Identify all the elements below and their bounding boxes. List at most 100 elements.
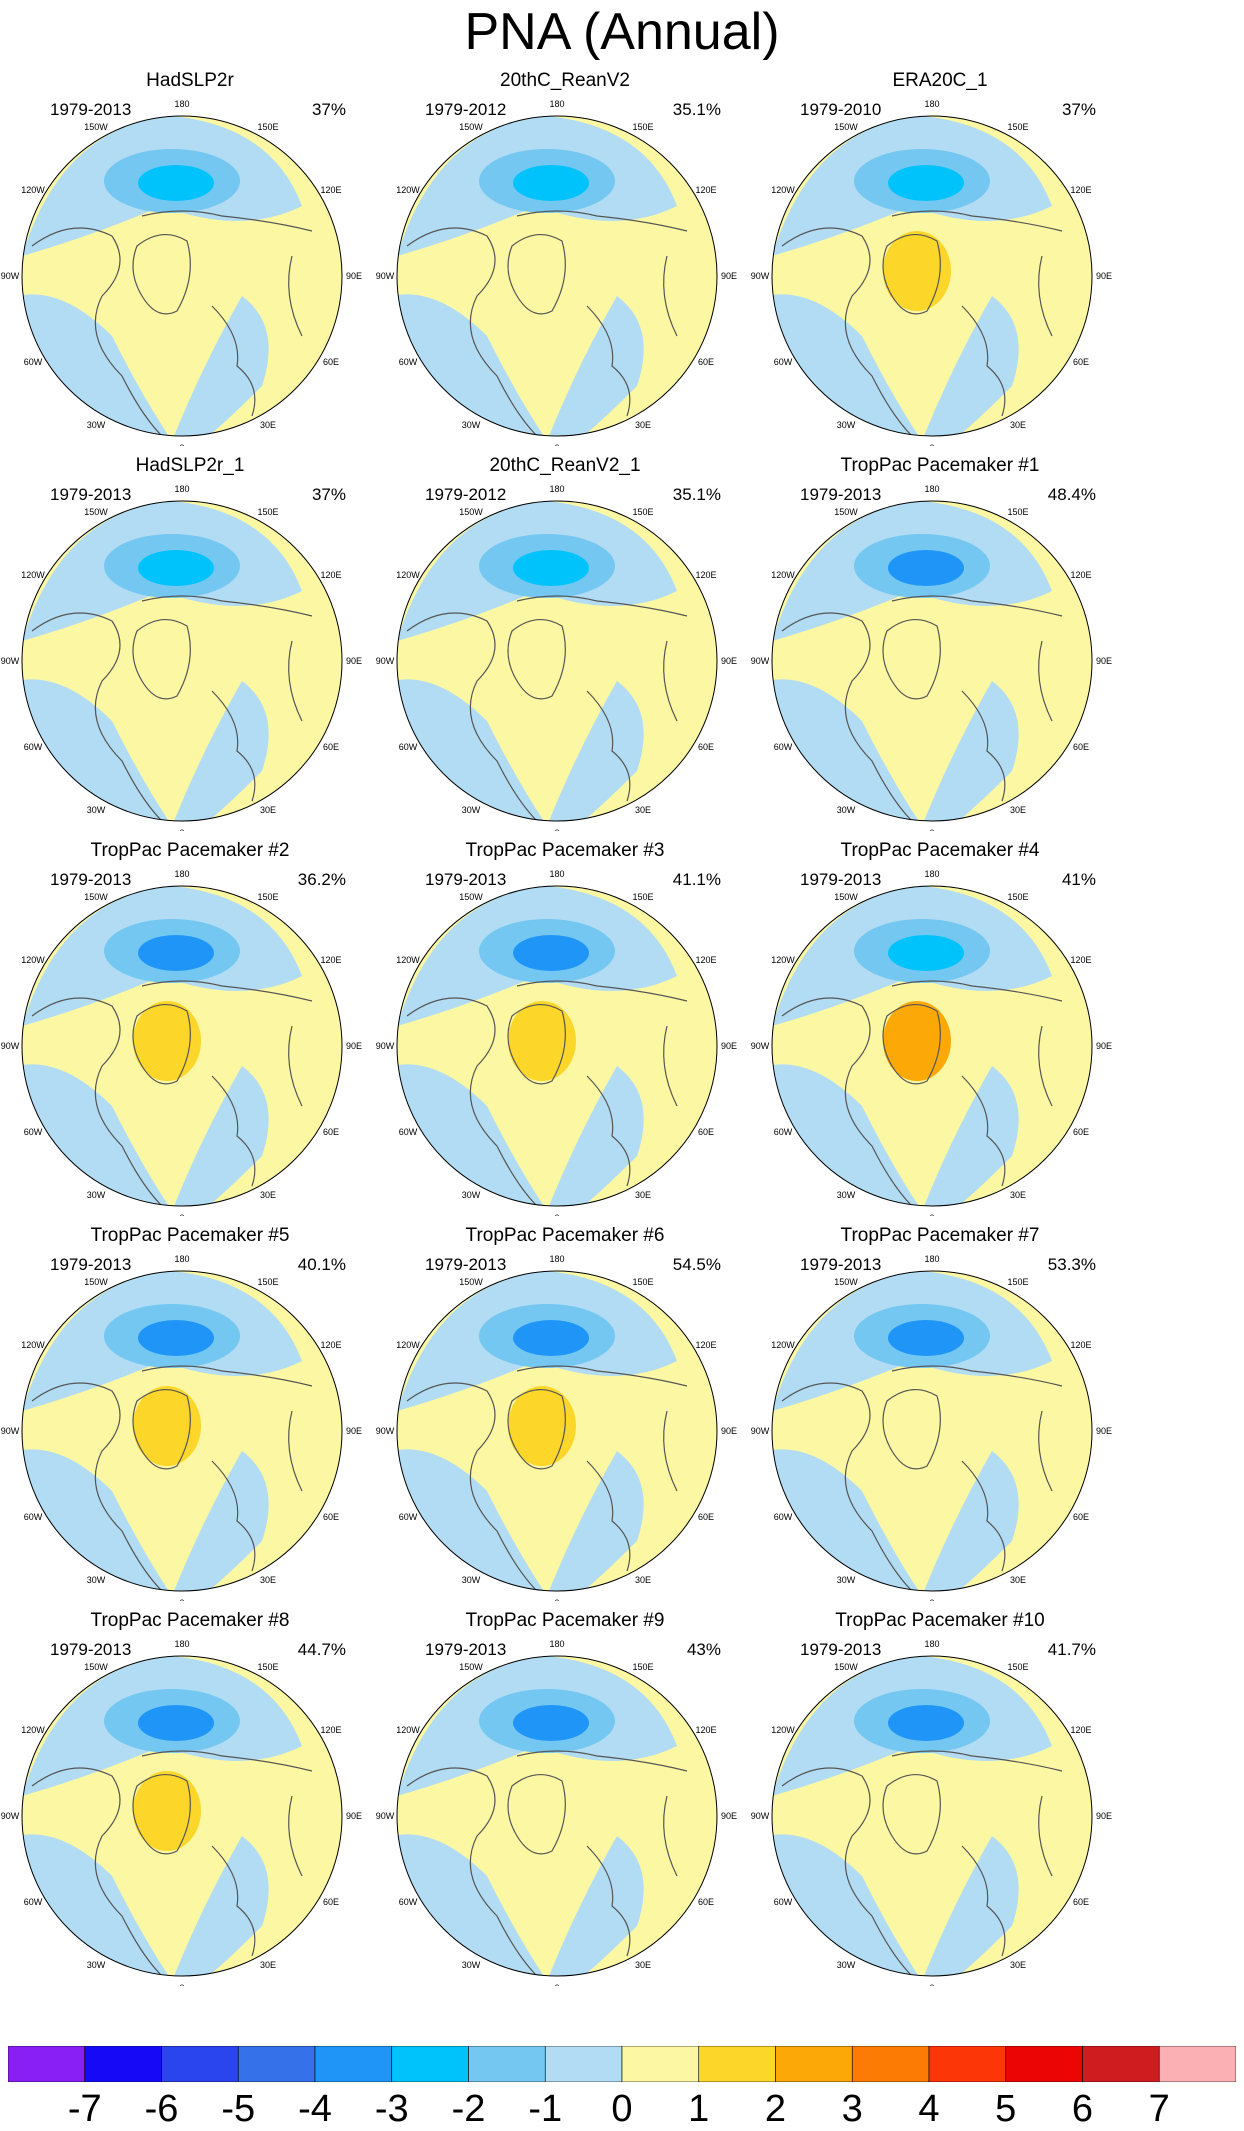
map-outline (771, 1270, 1093, 1592)
coastlines (781, 595, 1063, 821)
longitude-label: 180 (549, 99, 564, 109)
longitude-label: 150E (632, 1277, 653, 1287)
longitude-label: 120E (1070, 185, 1091, 195)
polar-map: 180 150E 120E 90E 60E 30E 0 30W 60W 90W 120W 150W (751, 869, 1112, 1216)
panel-title: TropPac Pacemaker #7 (840, 1225, 1040, 1246)
colorbar-tick-label: -1 (528, 2088, 563, 2130)
longitude-label: 60W (24, 1897, 43, 1907)
polar-map: 180 150E 120E 90E 60E 30E 0 30W 60W 90W 120W 150W (376, 99, 737, 446)
map-panel: TropPac Pacemaker #4 1979-2013 41% 180 150E 1… (750, 840, 1130, 1220)
panel-title: TropPac Pacemaker #2 (90, 840, 290, 861)
longitude-label: 150E (1007, 122, 1028, 132)
longitude-label: 120W (771, 955, 795, 965)
longitude-label: 120W (21, 955, 45, 965)
longitude-label: 60W (399, 1512, 418, 1522)
longitude-label: 30W (87, 805, 106, 815)
longitude-label: 60E (323, 1127, 339, 1137)
panel-title: TropPac Pacemaker #1 (840, 455, 1040, 476)
longitude-label: 90E (346, 1041, 362, 1051)
longitude-label: 120E (1070, 570, 1091, 580)
panel-title: TropPac Pacemaker #10 (835, 1610, 1045, 1631)
colorbar-tick-label: 2 (764, 2088, 787, 2130)
longitude-label: 90W (376, 271, 395, 281)
longitude-label: 60E (323, 742, 339, 752)
longitude-label: 180 (549, 1254, 564, 1264)
aleutian-low-core (888, 1320, 964, 1356)
longitude-label: 150E (1007, 892, 1028, 902)
polar-map: 180 150E 120E 90E 60E 30E 0 30W 60W 90W 120W 150W (751, 1254, 1112, 1601)
longitude-label: 120W (21, 1340, 45, 1350)
coastlines (406, 1750, 688, 1976)
panel-title: TropPac Pacemaker #5 (90, 1225, 290, 1246)
longitude-label: 60E (323, 1512, 339, 1522)
colorbar-tick-label: -4 (298, 2088, 332, 2130)
longitude-label: 60E (1073, 742, 1089, 752)
map-outline (396, 115, 718, 437)
positive-anomaly-core (883, 231, 951, 311)
polar-map: 180 150E 120E 90E 60E 30E 0 30W 60W 90W 120W 150W (376, 484, 737, 831)
longitude-label: 60E (698, 742, 714, 752)
map-panel: HadSLP2r_1 1979-2013 37% 180 150E 120E 90E 60E 3… (0, 455, 380, 835)
longitude-label: 0 (929, 443, 934, 446)
european-negative-region (547, 296, 644, 436)
longitude-label: 180 (924, 1639, 939, 1649)
longitude-label: 60E (698, 357, 714, 367)
polar-map: 180 150E 120E 90E 60E 30E 0 30W 60W 90W 120W 150W (1, 1254, 362, 1601)
longitude-label: 30W (837, 1190, 856, 1200)
aleutian-low-core (888, 935, 964, 971)
map-outline (21, 115, 343, 437)
longitude-label: 90W (751, 271, 770, 281)
panel-period: 1979-2013 (800, 870, 882, 889)
longitude-label: 30W (462, 1575, 481, 1585)
longitude-label: 60E (323, 1897, 339, 1907)
aleutian-low-core (138, 165, 214, 201)
colorbar-tick-label: 5 (995, 2088, 1017, 2130)
longitude-label: 90E (1096, 1426, 1112, 1436)
longitude-label: 180 (174, 99, 189, 109)
longitude-label: 30E (1010, 1190, 1026, 1200)
coastlines (31, 1750, 313, 1976)
colorbar-swatch (928, 2046, 1007, 2082)
longitude-label: 30W (87, 1190, 106, 1200)
longitude-label: 30W (837, 1960, 856, 1970)
european-negative-region (547, 1836, 644, 1976)
panel-explained-variance: 35.1% (672, 485, 721, 504)
map-outline (396, 885, 718, 1207)
longitude-label: 120E (695, 1340, 716, 1350)
map-outline (21, 500, 343, 822)
longitude-label: 150W (834, 122, 858, 132)
longitude-label: 0 (179, 1983, 184, 1986)
polar-map: 180 150E 120E 90E 60E 30E 0 30W 60W 90W 120W 150W (376, 1254, 737, 1601)
polar-map: 180 150E 120E 90E 60E 30E 0 30W 60W 90W 120W 150W (1, 1639, 362, 1986)
longitude-label: 30W (87, 420, 106, 430)
longitude-label: 60W (774, 1512, 793, 1522)
colorbar-swatch (698, 2046, 776, 2082)
panel-explained-variance: 44.7% (297, 1640, 346, 1659)
longitude-label: 90W (751, 1041, 770, 1051)
map-outline (396, 1270, 718, 1592)
map-outline (771, 500, 1093, 822)
longitude-label: 150W (459, 122, 483, 132)
longitude-label: 150E (632, 507, 653, 517)
panel-period: 1979-2013 (50, 1255, 132, 1274)
map-panel: TropPac Pacemaker #1 1979-2013 48.4% 180 150… (750, 455, 1130, 835)
longitude-label: 180 (924, 869, 939, 879)
colorbar (8, 2046, 1236, 2082)
longitude-label: 0 (179, 1213, 184, 1216)
colorbar-swatch (1158, 2046, 1236, 2082)
longitude-label: 30W (462, 805, 481, 815)
longitude-label: 180 (174, 1254, 189, 1264)
aleutian-low-core (138, 935, 214, 971)
longitude-label: 0 (929, 1598, 934, 1601)
positive-anomaly-core (133, 616, 201, 696)
longitude-label: 150E (1007, 1662, 1028, 1672)
longitude-label: 150W (84, 892, 108, 902)
longitude-label: 0 (554, 1598, 559, 1601)
longitude-label: 0 (554, 1983, 559, 1986)
map-outline (771, 1655, 1093, 1977)
longitude-label: 30E (635, 805, 651, 815)
longitude-label: 120E (320, 955, 341, 965)
panel-title: ERA20C_1 (892, 70, 988, 91)
longitude-label: 90E (346, 656, 362, 666)
colorbar-tick-label: 0 (611, 2088, 633, 2130)
